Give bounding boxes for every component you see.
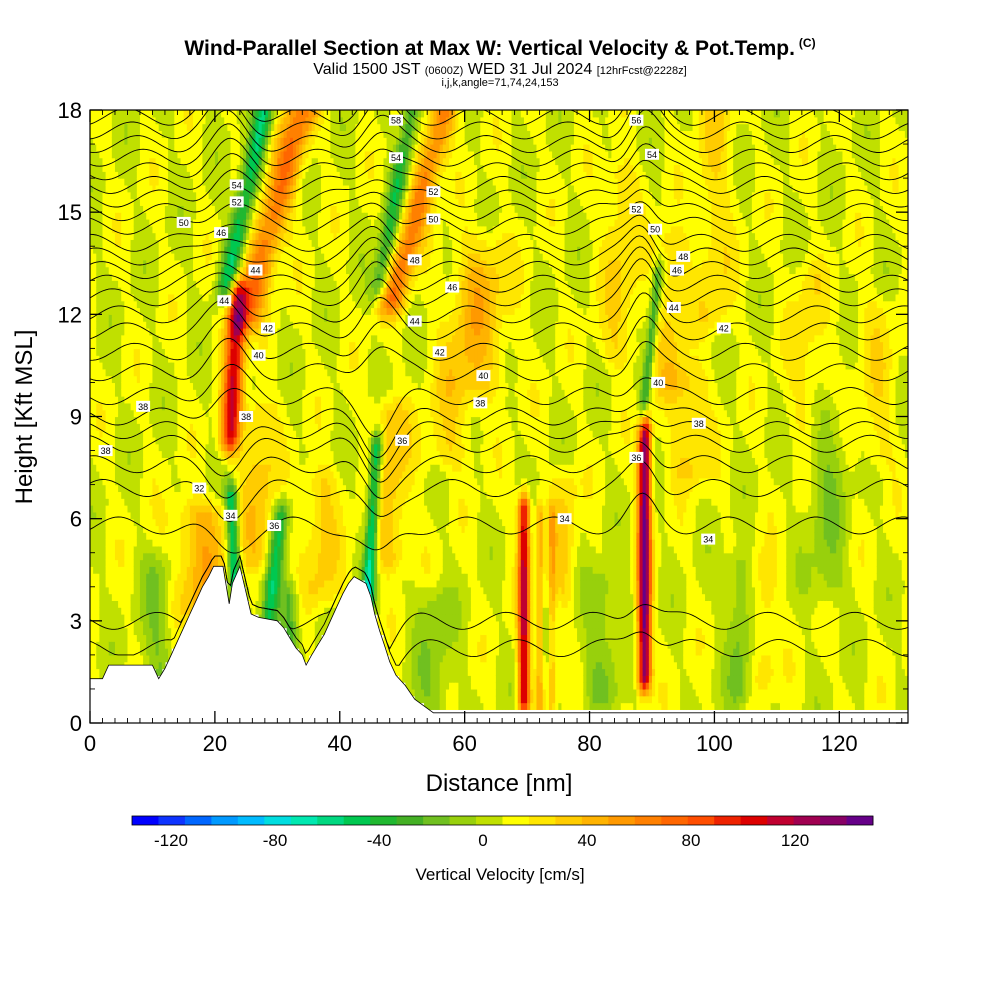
cross-section-chart: 3234363838384042444446505254585452504846… [0,0,1000,1000]
